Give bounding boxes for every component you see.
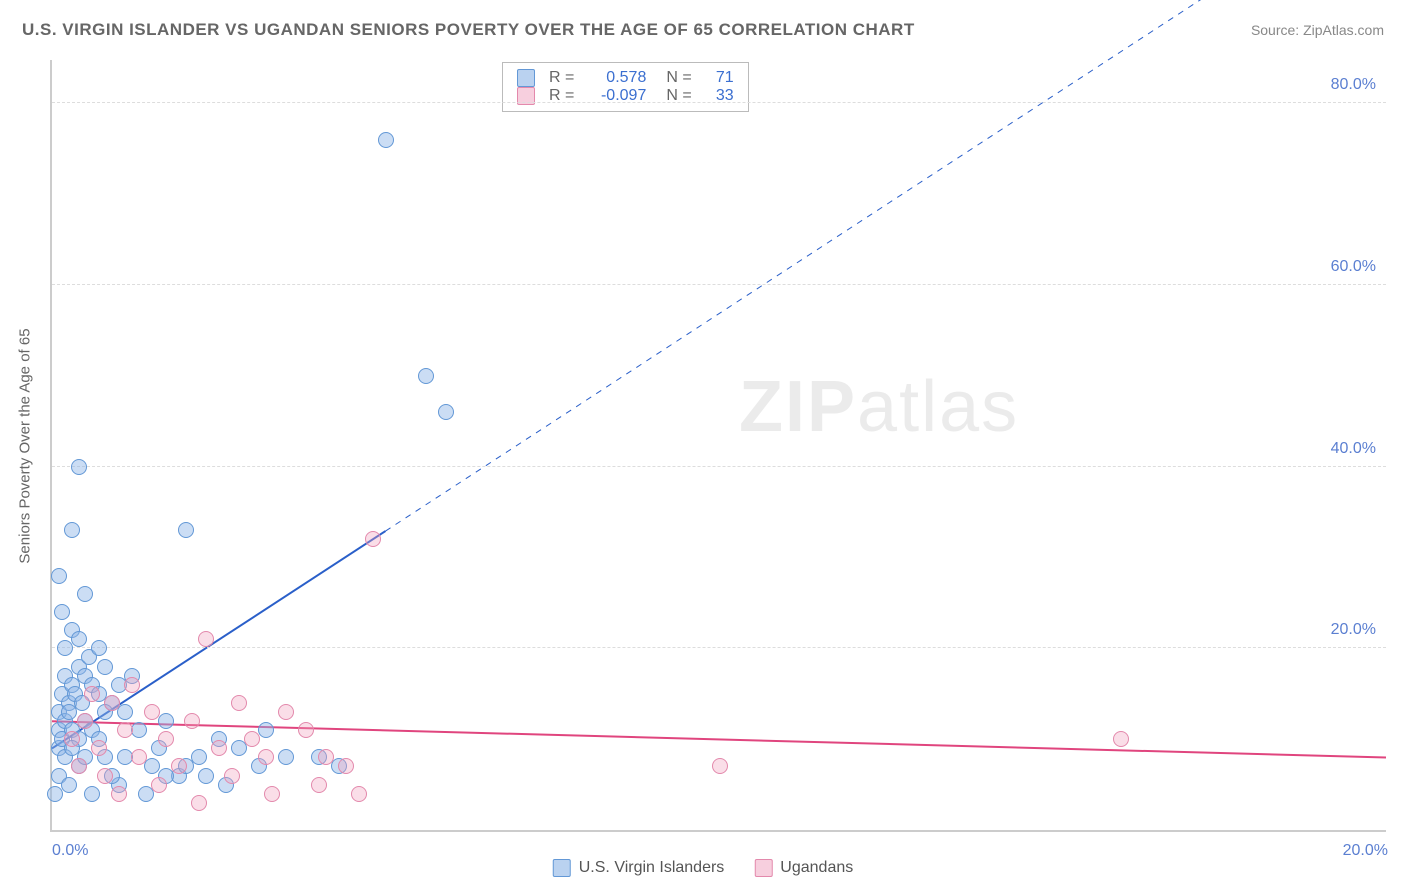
chart-area: Seniors Poverty Over the Age of 65 ZIPat… xyxy=(50,60,1386,832)
data-point xyxy=(61,704,77,720)
legend-item-pink: Ugandans xyxy=(754,859,853,877)
data-point xyxy=(117,704,133,720)
data-point xyxy=(77,586,93,602)
data-point xyxy=(131,749,147,765)
y-axis-label: Seniors Poverty Over the Age of 65 xyxy=(17,328,34,563)
data-point xyxy=(54,604,70,620)
data-point xyxy=(191,795,207,811)
n-label: N = xyxy=(666,69,691,87)
data-point xyxy=(1113,731,1129,747)
gridline xyxy=(52,647,1386,648)
data-point xyxy=(51,568,67,584)
data-point xyxy=(47,786,63,802)
data-point xyxy=(104,695,120,711)
source-label: Source: ZipAtlas.com xyxy=(1251,22,1384,38)
data-point xyxy=(318,749,334,765)
data-point xyxy=(71,631,87,647)
data-point xyxy=(84,786,100,802)
data-point xyxy=(244,731,260,747)
data-point xyxy=(64,731,80,747)
data-point xyxy=(365,531,381,547)
data-point xyxy=(418,368,434,384)
data-point xyxy=(311,777,327,793)
swatch-blue xyxy=(517,69,535,87)
chart-title: U.S. VIRGIN ISLANDER VS UGANDAN SENIORS … xyxy=(22,20,915,40)
data-point xyxy=(111,786,127,802)
data-point xyxy=(91,640,107,656)
data-point xyxy=(224,768,240,784)
y-tick-label: 60.0% xyxy=(1331,258,1376,276)
data-point xyxy=(712,758,728,774)
x-tick-label: 20.0% xyxy=(1343,842,1388,860)
data-point xyxy=(338,758,354,774)
gridline xyxy=(52,284,1386,285)
data-point xyxy=(378,132,394,148)
data-point xyxy=(258,749,274,765)
r-label: R = xyxy=(549,69,574,87)
data-point xyxy=(191,749,207,765)
data-point xyxy=(278,704,294,720)
r-value-blue: 0.578 xyxy=(584,69,646,87)
data-point xyxy=(84,686,100,702)
data-point xyxy=(158,713,174,729)
data-point xyxy=(151,777,167,793)
y-tick-label: 20.0% xyxy=(1331,621,1376,639)
gridline xyxy=(52,102,1386,103)
data-point xyxy=(91,740,107,756)
data-point xyxy=(198,631,214,647)
data-point xyxy=(71,758,87,774)
data-point xyxy=(71,459,87,475)
data-point xyxy=(298,722,314,738)
data-point xyxy=(258,722,274,738)
data-point xyxy=(264,786,280,802)
data-point xyxy=(231,695,247,711)
series-legend: U.S. Virgin Islanders Ugandans xyxy=(553,859,854,877)
plot-region: ZIPatlas R = 0.578 N = 71 R = -0.097 N =… xyxy=(50,60,1386,832)
y-tick-label: 40.0% xyxy=(1331,440,1376,458)
data-point xyxy=(351,786,367,802)
correlation-legend: R = 0.578 N = 71 R = -0.097 N = 33 xyxy=(502,62,749,112)
data-point xyxy=(278,749,294,765)
data-point xyxy=(144,704,160,720)
data-point xyxy=(124,677,140,693)
swatch-blue xyxy=(553,859,571,877)
data-point xyxy=(97,659,113,675)
x-tick-label: 0.0% xyxy=(52,842,88,860)
y-tick-label: 80.0% xyxy=(1331,76,1376,94)
data-point xyxy=(158,731,174,747)
data-point xyxy=(61,777,77,793)
data-point xyxy=(178,522,194,538)
data-point xyxy=(184,713,200,729)
data-point xyxy=(77,713,93,729)
trend-lines xyxy=(52,60,1386,830)
data-point xyxy=(117,722,133,738)
data-point xyxy=(211,740,227,756)
gridline xyxy=(52,466,1386,467)
swatch-pink xyxy=(754,859,772,877)
legend-row-blue: R = 0.578 N = 71 xyxy=(517,69,734,87)
data-point xyxy=(438,404,454,420)
data-point xyxy=(97,768,113,784)
data-point xyxy=(64,522,80,538)
n-value-blue: 71 xyxy=(706,69,734,87)
data-point xyxy=(198,768,214,784)
legend-item-blue: U.S. Virgin Islanders xyxy=(553,859,725,877)
data-point xyxy=(171,758,187,774)
